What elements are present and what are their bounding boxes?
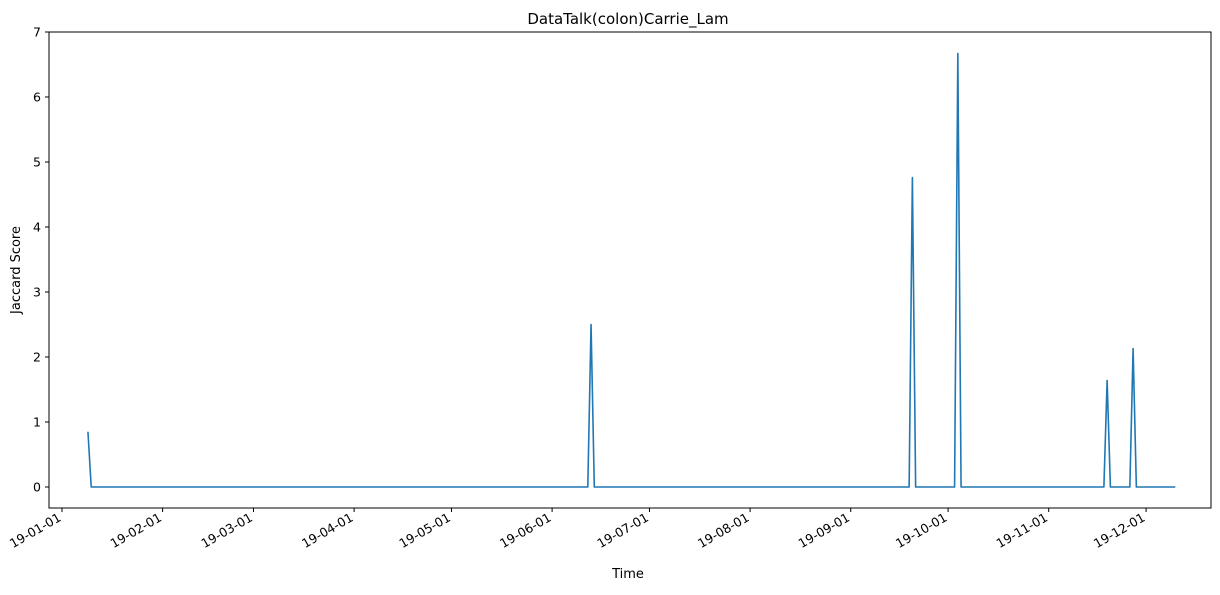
y-axis-label: Jaccard Score xyxy=(9,226,24,315)
x-tick-label: 19-01-01 xyxy=(7,510,64,551)
x-tick-label: 19-09-01 xyxy=(796,510,853,551)
x-tick-label: 19-11-01 xyxy=(994,510,1051,551)
y-tick-label: 3 xyxy=(33,285,41,300)
x-tick-label: 19-02-01 xyxy=(107,510,164,551)
y-tick-label: 1 xyxy=(33,415,41,430)
y-axis: 0 1 2 3 4 5 6 7 xyxy=(33,25,49,495)
x-tick-label: 19-06-01 xyxy=(497,510,554,551)
x-axis: 19-01-01 19-02-01 19-03-01 19-04-01 19-05-01… xyxy=(7,508,1148,551)
x-tick-label: 19-03-01 xyxy=(198,510,255,551)
y-tick-label: 0 xyxy=(33,480,41,495)
y-tick-label: 5 xyxy=(33,155,41,170)
x-axis-label: Time xyxy=(611,567,644,582)
y-tick-label: 2 xyxy=(33,350,41,365)
x-tick-label: 19-10-01 xyxy=(893,510,950,551)
x-tick-label: 19-08-01 xyxy=(695,510,752,551)
x-tick-label: 19-12-01 xyxy=(1091,510,1148,551)
x-tick-label: 19-05-01 xyxy=(396,510,453,551)
y-tick-label: 4 xyxy=(33,220,41,235)
chart-title: DataTalk(colon)Carrie_Lam xyxy=(527,10,728,29)
x-tick-label: 19-07-01 xyxy=(594,510,651,551)
x-tick-label: 19-04-01 xyxy=(299,510,356,551)
y-tick-label: 7 xyxy=(33,25,41,40)
y-tick-label: 6 xyxy=(33,90,41,105)
plot-area xyxy=(48,31,1212,509)
series-line xyxy=(87,52,1176,488)
